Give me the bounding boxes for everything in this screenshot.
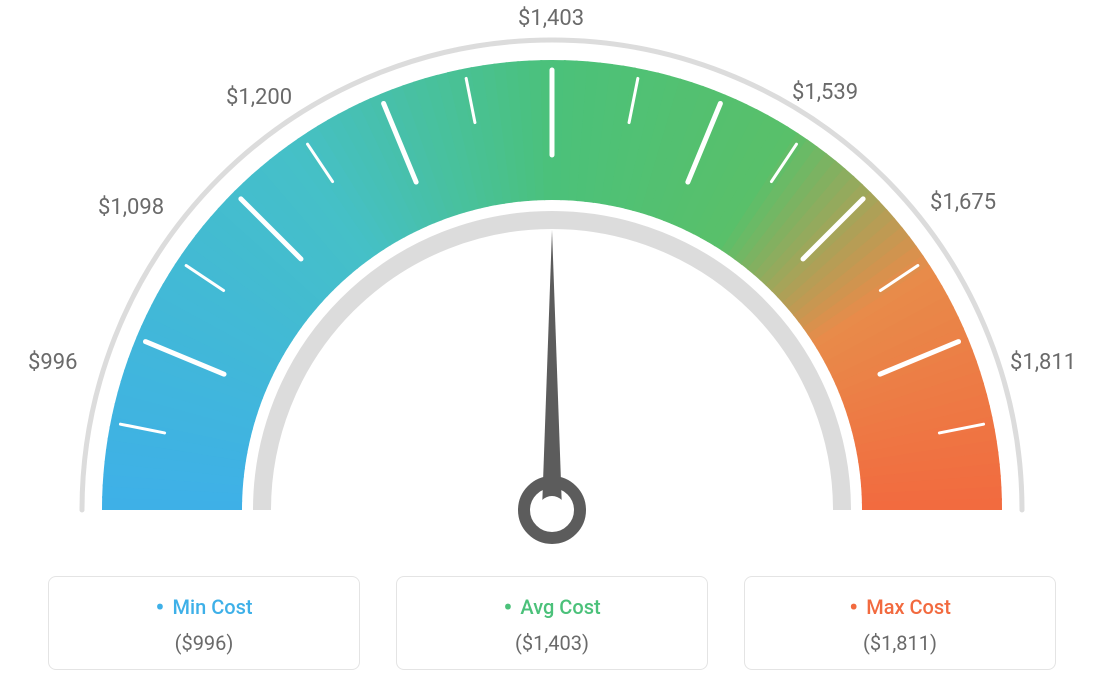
legend-max: Max Cost ($1,811) [744,576,1056,670]
legend-min-value: ($996) [49,631,359,655]
gauge-tick-label: $996 [28,350,77,375]
gauge-tick-label: $1,539 [792,80,858,105]
legend-avg-label: Avg Cost [397,593,707,623]
legend-min: Min Cost ($996) [48,576,360,670]
legend-row: Min Cost ($996) Avg Cost ($1,403) Max Co… [0,576,1104,670]
gauge-chart: $996 $1,098 $1,200 $1,403 $1,539 $1,675 $1,811 [0,0,1104,560]
legend-max-label: Max Cost [745,593,1055,623]
gauge-tick-label: $1,403 [518,6,584,31]
gauge-tick-label: $1,811 [1010,350,1076,375]
legend-max-value: ($1,811) [745,631,1055,655]
gauge-tick-label: $1,675 [930,190,996,215]
legend-avg-value: ($1,403) [397,631,707,655]
gauge-tick-label: $1,200 [226,85,292,110]
gauge-tick-label: $1,098 [98,195,164,220]
legend-avg: Avg Cost ($1,403) [396,576,708,670]
cost-gauge-widget: $996 $1,098 $1,200 $1,403 $1,539 $1,675 $1,811… [0,0,1104,690]
legend-min-label: Min Cost [49,593,359,623]
